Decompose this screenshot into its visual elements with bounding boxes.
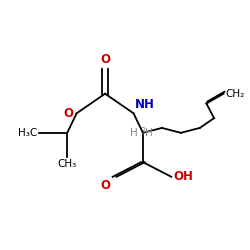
Text: CH₂: CH₂ bbox=[226, 89, 245, 99]
Text: NH: NH bbox=[134, 98, 154, 111]
Text: O: O bbox=[101, 179, 111, 192]
Text: OH: OH bbox=[173, 170, 193, 183]
Text: H: H bbox=[145, 128, 152, 138]
Text: H₃C: H₃C bbox=[18, 128, 37, 138]
Text: O: O bbox=[63, 107, 73, 120]
Text: H: H bbox=[130, 128, 137, 138]
Text: 3: 3 bbox=[140, 127, 145, 136]
Text: CH₃: CH₃ bbox=[58, 159, 77, 169]
Text: O: O bbox=[100, 53, 110, 66]
